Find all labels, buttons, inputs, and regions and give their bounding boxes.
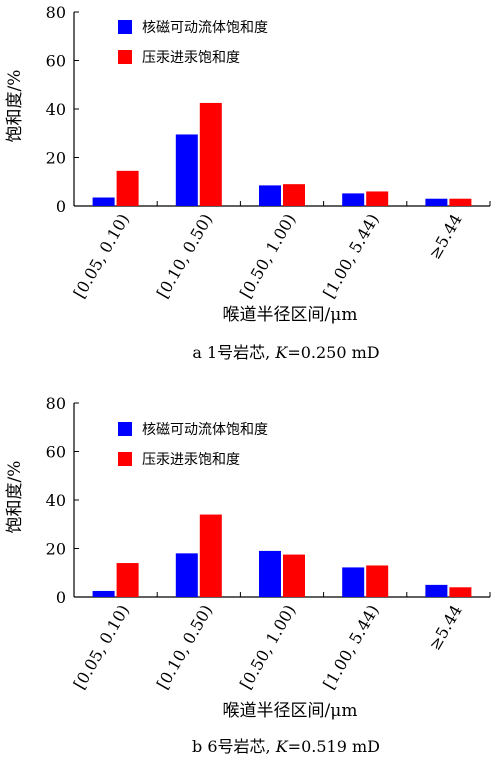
bar-nmr	[342, 193, 365, 206]
figure-caption: b 6号岩芯, K=0.519 mD	[192, 737, 380, 756]
y-tick-label: 60	[46, 443, 66, 462]
legend-swatch-nmr	[118, 20, 132, 34]
bar-nmr	[259, 550, 281, 597]
x-tick-label: [0.10, 0.50)	[153, 211, 216, 302]
x-tick-label: [0.05, 0.10)	[70, 211, 133, 302]
bar-nmr	[342, 567, 365, 597]
x-tick-label: [0.50, 1.00)	[236, 602, 299, 693]
y-tick-label: 20	[46, 540, 66, 559]
bar-nmr	[425, 584, 448, 597]
legend-swatch-mercury	[118, 50, 132, 64]
bar-mercury	[366, 565, 389, 597]
legend-label: 核磁可动流体饱和度	[142, 422, 268, 438]
y-tick-label: 0	[56, 588, 66, 607]
x-axis-title: 喉道半径区间/μm	[223, 305, 358, 325]
bar-mercury	[283, 184, 305, 206]
x-tick-label: ≥5.44	[425, 602, 466, 654]
figure-caption: a 1号岩芯, K=0.250 mD	[192, 343, 379, 362]
bar-mercury	[366, 191, 389, 206]
x-tick-label: [0.50, 1.00)	[236, 211, 299, 302]
bar-mercury	[199, 102, 222, 206]
chart-panel-1: 0 20 40 60 80 饱和度/% [0.05, 0.10) [0.10, 0.50) [0…	[5, 3, 491, 362]
x-tick-label: [1.00, 5.44)	[319, 602, 382, 693]
bar-nmr	[92, 197, 115, 206]
bar-nmr	[175, 553, 198, 597]
x-tick-label: [0.05, 0.10)	[70, 602, 133, 693]
bar-mercury	[449, 587, 472, 597]
y-tick-label: 40	[46, 100, 66, 119]
y-tick-label: 80	[46, 3, 66, 22]
x-axis-title: 喉道半径区间/μm	[223, 701, 358, 721]
legend-swatch-nmr	[118, 422, 132, 436]
x-tick-label: [1.00, 5.44)	[319, 211, 382, 302]
y-tick-label: 60	[46, 52, 66, 71]
bar-mercury	[116, 563, 139, 597]
bar-nmr	[425, 198, 448, 206]
bar-mercury	[283, 554, 305, 597]
y-tick-label: 0	[56, 197, 66, 216]
legend-label: 压汞进汞饱和度	[142, 50, 240, 66]
y-tick-label: 80	[46, 394, 66, 413]
bar-nmr	[175, 134, 198, 206]
x-tick-label: ≥5.44	[425, 211, 466, 263]
chart-panel-2: 0 20 40 60 80 饱和度/% [0.05, 0.10) [0.10, 0.50) [0…	[5, 394, 491, 756]
x-tick-label: [0.10, 0.50)	[153, 602, 216, 693]
y-axis-title: 饱和度/%	[5, 70, 25, 143]
bar-nmr	[259, 185, 281, 206]
bar-mercury	[199, 514, 222, 597]
y-tick-label: 40	[46, 491, 66, 510]
y-axis-title: 饱和度/%	[5, 461, 25, 534]
bar-mercury	[116, 170, 139, 206]
bar-mercury	[449, 198, 472, 206]
bar-nmr	[92, 590, 115, 597]
legend-swatch-mercury	[118, 452, 132, 466]
legend-label: 压汞进汞饱和度	[142, 452, 240, 468]
legend-label: 核磁可动流体饱和度	[142, 20, 268, 36]
y-tick-label: 20	[46, 149, 66, 168]
